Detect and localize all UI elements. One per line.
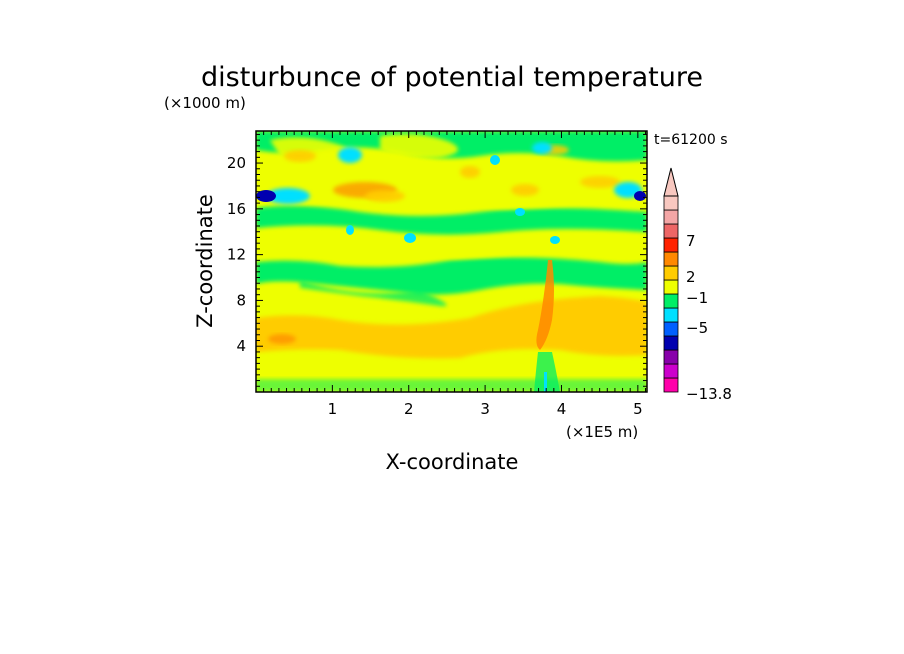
colorbar-segment (663, 223, 679, 239)
colorbar-label: 2 (686, 268, 696, 286)
patch-cyan-mid-4 (550, 236, 560, 244)
colorbar-segment (663, 321, 679, 337)
colorbar-label: −13.8 (686, 385, 732, 403)
y-tick-label: 8 (236, 291, 246, 309)
patch-orange-upper-6 (580, 176, 620, 188)
x-axis-label: X-coordinate (386, 450, 519, 474)
y-axis-label: Z-coordinate (193, 194, 217, 328)
colorbar-label: −5 (686, 319, 708, 337)
band-top-yellow-2 (380, 134, 458, 159)
colorbar-segment (663, 335, 679, 351)
patch-cyan-top-2 (532, 142, 552, 154)
band-upper-yellow (256, 172, 647, 209)
patch-cyan-top-1 (338, 147, 362, 163)
patch-cyan-mid-5 (490, 155, 500, 165)
plume-orange (536, 260, 554, 350)
y-axis-ticks: 4 8 12 16 20 (227, 133, 647, 387)
patch-orange-upper-5 (511, 184, 539, 196)
patch-orange-upper-2 (365, 190, 405, 202)
patch-cyan-mid-3 (515, 208, 525, 216)
band-yellow-mid (256, 229, 647, 259)
y-tick-label: 4 (236, 337, 246, 355)
colorbar-segment (663, 237, 679, 253)
colorbar-segment (663, 307, 679, 323)
colorbar-label: −1 (686, 289, 708, 307)
x-tick-label: 4 (557, 400, 567, 418)
colorbar-segment (663, 293, 679, 309)
contour-field (256, 131, 647, 392)
colorbar-segment (663, 195, 679, 211)
band-surface-green (256, 379, 647, 392)
colorbar-segment (663, 279, 679, 295)
time-label: t=61200 s (654, 132, 728, 148)
x-unit-label: (×1E5 m) (566, 423, 638, 441)
patch-orange-upper-4 (460, 166, 480, 178)
band-upper-green (256, 205, 647, 235)
x-tick-label: 2 (404, 400, 414, 418)
x-tick-label: 3 (480, 400, 490, 418)
y-tick-label: 20 (227, 154, 246, 172)
patch-blue-left (256, 190, 276, 202)
y-unit-label: (×1000 m) (164, 94, 246, 112)
patch-cyan-left (266, 188, 310, 204)
band-mid-green-2 (300, 280, 447, 307)
colorbar-segment (663, 349, 679, 365)
colorbar-segment (663, 265, 679, 281)
plume-cyan (544, 372, 547, 392)
y-tick-label: 16 (227, 200, 246, 218)
colorbar-extend-arrow (663, 167, 679, 197)
patch-cyan-mid-2 (346, 225, 354, 235)
colorbar-segment (663, 363, 679, 379)
y-tick-label: 12 (227, 246, 246, 264)
colorbar-segment (663, 209, 679, 225)
colorbar: 7 2 −1 −5 −13.8 (663, 167, 732, 403)
x-tick-label: 5 (633, 400, 643, 418)
patch-orange-upper-3 (284, 150, 316, 162)
patch-cyan-mid-1 (404, 233, 416, 243)
x-tick-label: 1 (328, 400, 338, 418)
plot-frame (255, 130, 648, 393)
patch-orange-left (268, 334, 296, 344)
colorbar-label: 7 (686, 232, 696, 250)
colorbar-segment (663, 251, 679, 267)
patch-blue-right (634, 191, 646, 201)
colorbar-segment (663, 377, 679, 393)
x-axis-ticks: 1 2 3 4 5 (255, 131, 646, 418)
chart-title: disturbunce of potential temperature (201, 62, 703, 93)
